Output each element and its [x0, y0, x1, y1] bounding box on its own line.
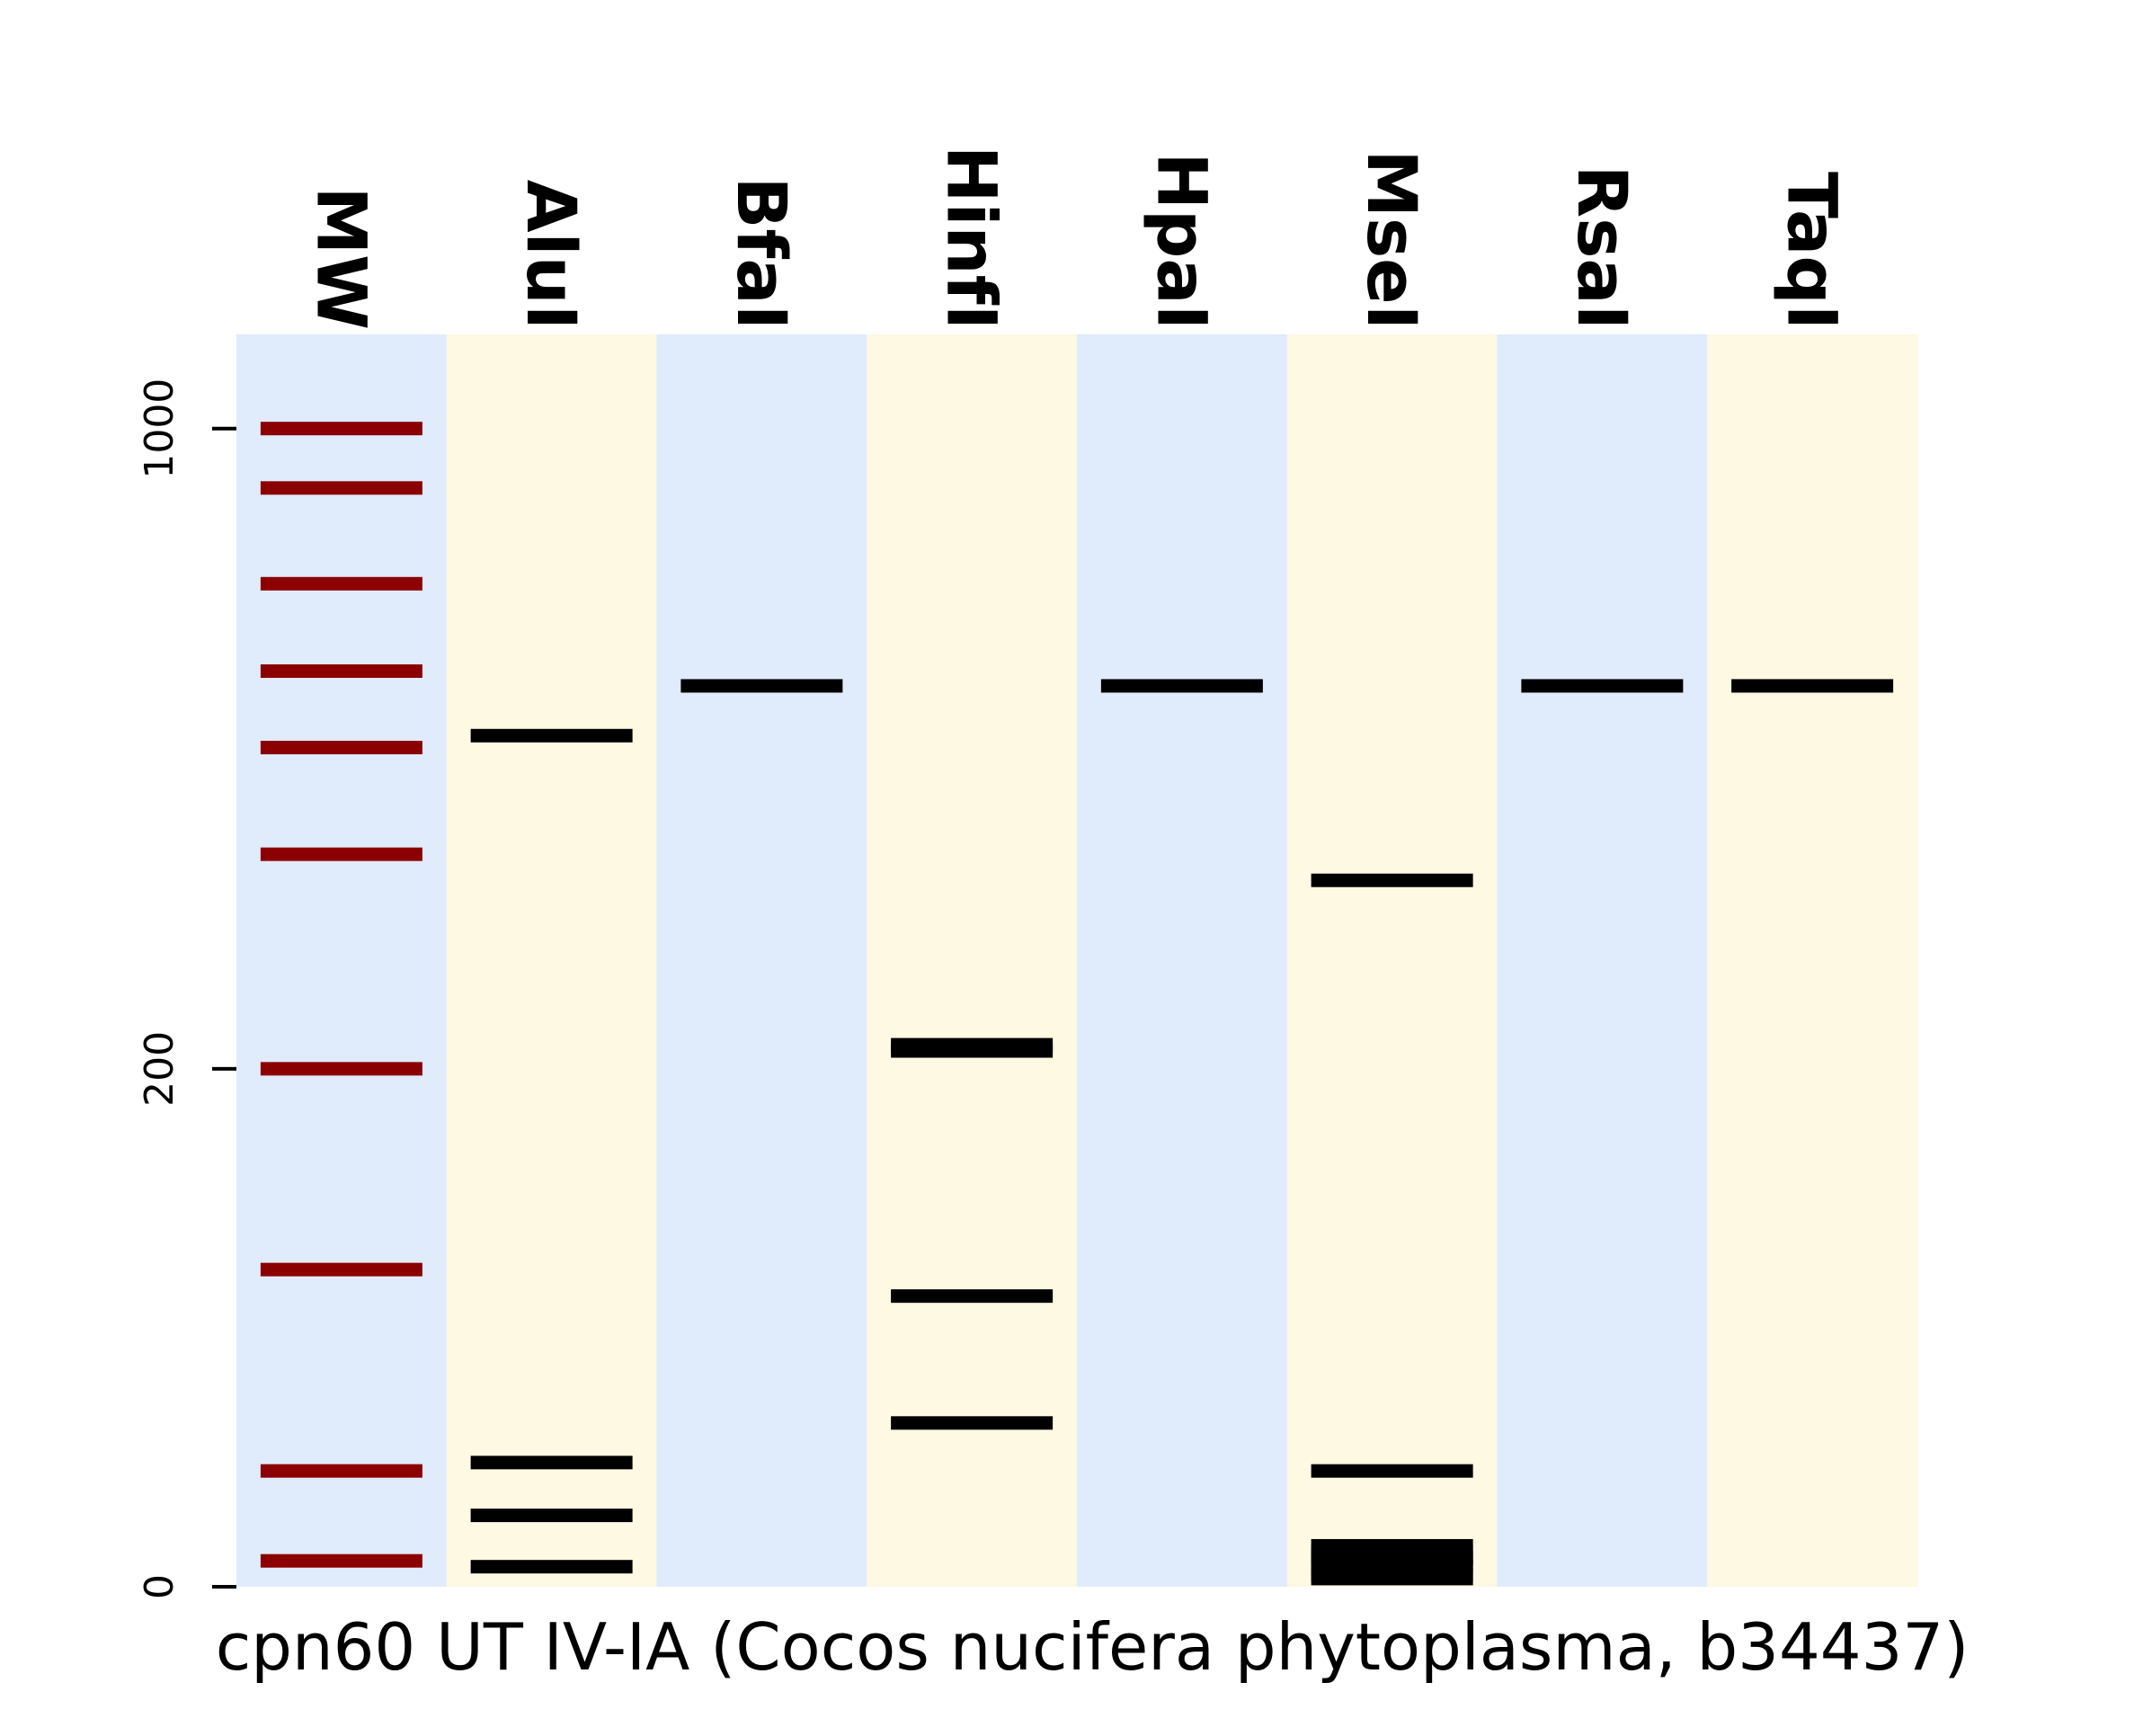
lane-label-rsai: RsaI	[1562, 165, 1642, 330]
lane-taqi	[1707, 334, 1918, 1587]
lane-alui	[446, 334, 657, 1587]
band-mw-6	[260, 847, 422, 861]
band-mw-10	[260, 1553, 422, 1568]
band-mw-1	[260, 422, 422, 436]
band-rsai-1	[1521, 679, 1684, 693]
y-tick-label-1000: 1000	[137, 378, 182, 479]
lane-label-mw: MW	[301, 187, 381, 330]
lane-label-msei: MseI	[1352, 149, 1432, 330]
lane-bfai	[656, 334, 867, 1587]
band-mw-5	[260, 741, 422, 755]
band-alui-3	[470, 1560, 633, 1574]
band-msei-10	[1311, 1560, 1473, 1574]
lanes-layer	[236, 334, 1918, 1587]
band-mw-7	[260, 1062, 422, 1076]
band-msei-2	[1311, 1464, 1473, 1478]
band-mw-2	[260, 481, 422, 495]
lane-label-taqi: TaqI	[1773, 172, 1853, 330]
band-msei-8	[1311, 1544, 1473, 1558]
y-tick-label-200: 200	[137, 1031, 182, 1107]
band-alui-1	[470, 728, 633, 743]
band-mw-3	[260, 576, 422, 591]
band-mw-9	[260, 1464, 422, 1478]
band-msei-1	[1311, 873, 1473, 887]
lane-label-bfai: BfaI	[722, 176, 802, 330]
band-alui-2	[470, 1456, 633, 1470]
lane-mw	[236, 334, 448, 1587]
band-hinfi-4	[891, 1416, 1054, 1430]
lane-msei	[1286, 334, 1498, 1587]
lane-hpai	[1077, 334, 1288, 1587]
band-hinfi-2	[891, 1044, 1054, 1058]
band-mw-4	[260, 664, 422, 678]
band-mw-8	[260, 1262, 422, 1277]
lane-hinfi	[867, 334, 1078, 1587]
band-taqi-1	[1731, 679, 1894, 693]
bands-layer	[260, 422, 1894, 1586]
lane-label-hpai: HpaI	[1142, 152, 1222, 330]
lane-label-alui: AluI	[511, 180, 591, 330]
band-hinfi-3	[891, 1289, 1054, 1304]
band-alui-4	[470, 1509, 633, 1523]
lane-label-hinfi: HinfI	[932, 146, 1012, 330]
y-tick-label-0: 0	[137, 1574, 182, 1599]
band-hpai-1	[1100, 679, 1263, 693]
band-bfai-1	[680, 679, 843, 693]
lane-labels: MW AluI BfaI HinfI HpaI MseI RsaI TaqI	[301, 146, 1852, 330]
chart-title: cpn60 UT IV-IA (Cocos nucifera phytoplas…	[216, 1609, 1970, 1685]
lane-rsai	[1497, 334, 1708, 1587]
y-axis: 0 200 1000	[137, 378, 236, 1599]
